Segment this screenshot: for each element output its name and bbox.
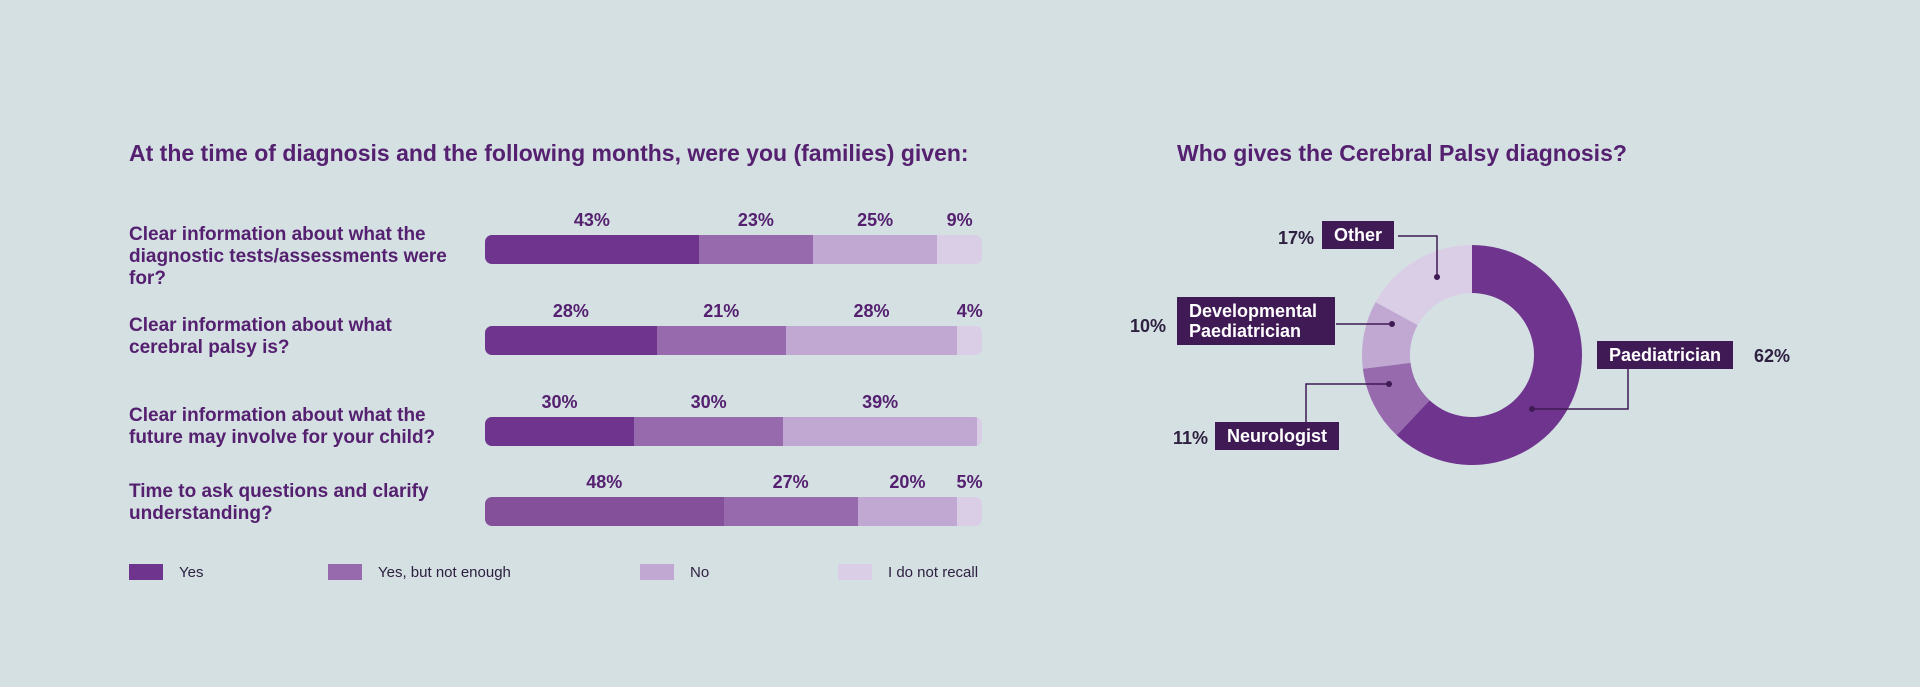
callout-leader-line bbox=[1398, 235, 1438, 277]
bar-value-label: 20% bbox=[889, 472, 926, 492]
donut-slice bbox=[1362, 302, 1418, 369]
bar-segment bbox=[813, 235, 938, 264]
bar-chart-title: At the time of diagnosis and the followi… bbox=[129, 140, 969, 166]
bar-segment bbox=[656, 326, 786, 355]
bar-value-label: 43% bbox=[573, 210, 610, 230]
bar-value-label: 30% bbox=[541, 392, 578, 412]
legend-label: Yes, but not enough bbox=[378, 563, 511, 581]
callout-label: Paediatrician bbox=[1597, 341, 1734, 369]
bar-value-label: 28% bbox=[552, 301, 589, 321]
donut-slice bbox=[1362, 362, 1430, 436]
bar-value-label: 4% bbox=[956, 301, 983, 321]
donut-slice bbox=[1396, 245, 1582, 465]
bar-segment bbox=[783, 417, 978, 446]
bar-value-label: 27% bbox=[772, 472, 809, 492]
callout-dot bbox=[1389, 321, 1395, 327]
legend-item: Yes bbox=[129, 562, 203, 582]
bar-value-label: 48% bbox=[586, 472, 623, 492]
callout-label: Neurologist bbox=[1215, 422, 1340, 450]
legend-swatch bbox=[640, 564, 674, 580]
legend-item: I do not recall bbox=[838, 562, 978, 582]
bar-segment bbox=[698, 235, 813, 264]
legend-label: Yes bbox=[179, 563, 204, 581]
legend-swatch bbox=[838, 564, 872, 580]
callout-leader-line bbox=[1532, 365, 1629, 410]
bar-segment bbox=[723, 497, 858, 526]
bar-segment bbox=[957, 497, 982, 526]
bar-segment bbox=[785, 326, 958, 355]
bar-value-label: 21% bbox=[703, 301, 740, 321]
bar-segment bbox=[977, 417, 982, 446]
legend-label: I do not recall bbox=[888, 563, 979, 581]
callout-dot bbox=[1434, 274, 1440, 280]
bar-segment bbox=[634, 417, 784, 446]
question-label: Time to ask questions and clarify unders… bbox=[129, 481, 429, 524]
bar-value-label: 30% bbox=[690, 392, 727, 412]
bar-segment bbox=[485, 235, 699, 264]
bar-segment bbox=[485, 417, 635, 446]
bar-value-label: 39% bbox=[862, 392, 899, 412]
question-label: Clear information about what cerebral pa… bbox=[129, 315, 392, 358]
stacked-bar-row bbox=[485, 497, 982, 526]
bar-segment bbox=[485, 326, 657, 355]
legend-swatch bbox=[328, 564, 362, 580]
callout-label: Developmental Paediatrician bbox=[1177, 297, 1335, 345]
callout-value: 11% bbox=[1173, 428, 1209, 448]
donut-chart-title: Who gives the Cerebral Palsy diagnosis? bbox=[1177, 140, 1627, 166]
bar-value-label: 9% bbox=[946, 210, 973, 230]
callout-leader-line bbox=[1305, 383, 1389, 422]
callout-dot bbox=[1386, 381, 1392, 387]
callout-value: 10% bbox=[1130, 316, 1167, 336]
callout-value: 62% bbox=[1754, 346, 1791, 366]
bar-value-label: 23% bbox=[737, 210, 774, 230]
bar-segment bbox=[485, 497, 724, 526]
donut-slice bbox=[1375, 245, 1472, 326]
legend-item: Yes, but not enough bbox=[328, 562, 511, 582]
bar-segment bbox=[857, 497, 958, 526]
bar-segment bbox=[937, 235, 982, 264]
bar-value-label: 5% bbox=[956, 472, 983, 492]
callout-value: 17% bbox=[1278, 228, 1315, 248]
question-label: Clear information about what the future … bbox=[129, 405, 436, 448]
stacked-bar-row bbox=[485, 417, 982, 446]
bar-value-label: 25% bbox=[857, 210, 894, 230]
legend-item: No bbox=[640, 562, 709, 582]
bar-segment bbox=[957, 326, 982, 355]
legend-label: No bbox=[690, 563, 710, 581]
callout-label: Other bbox=[1322, 221, 1395, 249]
question-label: Clear information about what the diagnos… bbox=[129, 224, 447, 289]
stacked-bar-row bbox=[485, 235, 982, 264]
callout-dot bbox=[1529, 406, 1535, 412]
stacked-bar-row bbox=[485, 326, 982, 355]
bar-value-label: 28% bbox=[853, 301, 890, 321]
legend-swatch bbox=[129, 564, 163, 580]
